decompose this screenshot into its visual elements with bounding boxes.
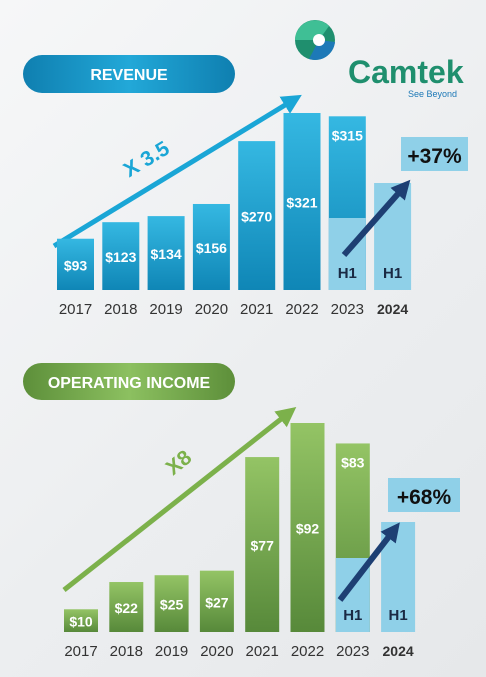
income-year-label-2024: 2024 — [383, 643, 414, 659]
revenue-bar-2017 — [57, 238, 94, 290]
income-chart: X8 $10 2017 $22 2018 $25 2019 $27 2020 $77 2021 $92… — [62, 407, 460, 660]
income-year-label-2022: 2022 — [291, 643, 324, 660]
income-bar-2022 — [290, 423, 325, 632]
income-value-label-2021: $77 — [251, 538, 275, 554]
income-value-label-2022: $92 — [296, 521, 320, 537]
income-h1-growth-arrow — [337, 522, 400, 602]
brand-name: Camtek — [348, 54, 464, 90]
income-growth-label: X8 — [162, 446, 197, 480]
income-bar-2019 — [154, 575, 189, 632]
revenue-h1-label-2024: H1 — [383, 265, 402, 282]
income-value-label-2023: $83 — [341, 454, 365, 470]
revenue-value-label-2017: $93 — [64, 257, 88, 273]
income-value-label-2019: $25 — [160, 597, 184, 613]
revenue-value-label-2018: $123 — [105, 249, 136, 265]
revenue-chart: X 3.5$932017$1232018$1342019$1562020$270… — [52, 94, 468, 318]
income-year-label-2023: 2023 — [336, 643, 369, 660]
revenue-title: REVENUE — [90, 67, 168, 84]
income-h1-label-2023: H1 — [343, 607, 362, 624]
income-title-pill: OPERATING INCOME — [23, 363, 235, 400]
camtek-logo: Camtek See Beyond — [295, 20, 464, 99]
income-year-label-2019: 2019 — [155, 643, 188, 660]
revenue-year-label-2019: 2019 — [149, 301, 182, 318]
revenue-change-box — [401, 137, 468, 171]
logo-mark-icon — [295, 20, 335, 60]
revenue-bar-2020 — [192, 203, 230, 290]
income-year-label-2018: 2018 — [110, 643, 143, 660]
income-value-label-2020: $27 — [205, 594, 229, 610]
revenue-value-label-2021: $270 — [241, 209, 272, 225]
income-change-label: +68% — [397, 486, 452, 509]
income-value-label-2018: $22 — [115, 600, 139, 616]
revenue-value-label-2022: $321 — [286, 195, 317, 211]
income-title: OPERATING INCOME — [48, 375, 211, 392]
income-year-label-2017: 2017 — [64, 643, 97, 660]
revenue-h1-growth-arrow — [341, 179, 411, 257]
revenue-value-label-2019: $134 — [151, 246, 182, 262]
revenue-bar-2019 — [147, 216, 185, 290]
revenue-bar-2022 — [283, 113, 321, 290]
income-year-label-2020: 2020 — [200, 643, 233, 660]
income-change-box — [388, 478, 460, 512]
brand-tagline: See Beyond — [408, 89, 457, 99]
revenue-bar-2021 — [238, 141, 276, 290]
revenue-value-label-2020: $156 — [196, 240, 227, 256]
revenue-year-label-2018: 2018 — [104, 301, 137, 318]
income-bar-2021 — [245, 457, 280, 632]
revenue-value-label-2023: $315 — [332, 127, 363, 143]
revenue-year-label-2020: 2020 — [195, 301, 228, 318]
revenue-year-label-2017: 2017 — [59, 301, 92, 318]
revenue-change-label: +37% — [407, 145, 462, 168]
revenue-year-label-2022: 2022 — [285, 301, 318, 318]
income-bar-2020 — [199, 570, 234, 632]
income-year-label-2021: 2021 — [246, 643, 279, 660]
revenue-year-label-2021: 2021 — [240, 301, 273, 318]
income-h1-label-2024: H1 — [389, 607, 408, 624]
revenue-bar-2018 — [102, 222, 140, 290]
revenue-year-label-2024: 2024 — [377, 301, 408, 317]
revenue-title-pill: REVENUE — [23, 55, 235, 93]
revenue-h1-label-2023: H1 — [338, 265, 357, 282]
revenue-growth-arrow — [52, 94, 302, 249]
revenue-year-label-2023: 2023 — [331, 301, 364, 318]
income-growth-arrow — [62, 407, 297, 592]
income-value-label-2017: $10 — [69, 614, 93, 630]
income-bar-2017 — [64, 609, 98, 632]
income-bar-2018 — [109, 582, 144, 632]
